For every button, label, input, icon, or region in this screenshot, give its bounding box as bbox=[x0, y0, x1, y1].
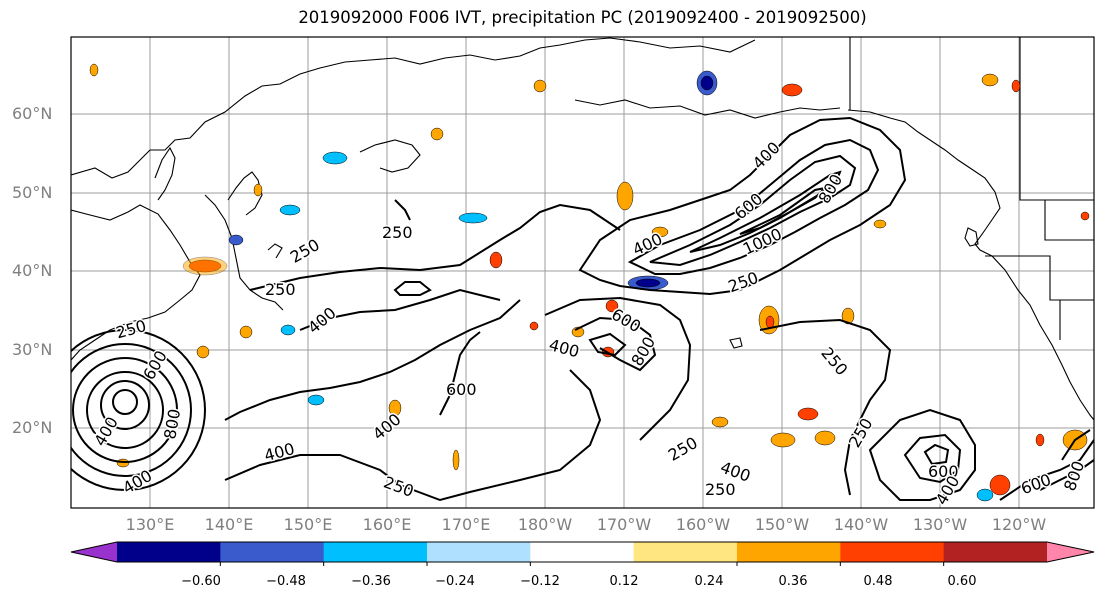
contour-label: 400 bbox=[262, 439, 296, 465]
contour-label: 250 bbox=[382, 223, 413, 242]
lat-label: 20°N bbox=[12, 418, 53, 437]
contour-label: 600 bbox=[1018, 470, 1053, 498]
contour-label: 250 bbox=[114, 316, 148, 342]
lat-label: 50°N bbox=[12, 183, 53, 202]
colorbar-segment bbox=[943, 542, 1048, 562]
colorbar-segment bbox=[840, 542, 945, 562]
colorbar-tick-label: 0.48 bbox=[863, 574, 893, 589]
colorbar-extend-min bbox=[71, 542, 117, 562]
lon-label: 130°W bbox=[912, 515, 968, 534]
lat-label: 60°N bbox=[12, 104, 53, 123]
contour-label: 1000 bbox=[740, 224, 785, 258]
colorbar bbox=[70, 541, 1095, 566]
contour-label: 250 bbox=[665, 433, 701, 465]
lon-label: 160°E bbox=[362, 515, 412, 534]
contour-label: 250 bbox=[381, 473, 416, 501]
colorbar-segment bbox=[323, 542, 428, 562]
contour-label: 400 bbox=[547, 335, 581, 361]
lon-label: 160°W bbox=[675, 515, 731, 534]
contour-label: 400 bbox=[369, 410, 405, 444]
contour-label: 400 bbox=[304, 303, 340, 337]
colorbar-tick-label: 0.12 bbox=[609, 574, 639, 589]
colorbar-segment bbox=[427, 542, 531, 562]
colorbar-tick-label: 0.60 bbox=[947, 574, 977, 589]
contour-label: 600 bbox=[446, 380, 477, 399]
contour-label: 800 bbox=[1060, 458, 1088, 493]
precip-patches bbox=[89, 63, 1090, 502]
lon-label: 140°E bbox=[204, 515, 254, 534]
ivt-contours bbox=[71, 116, 1094, 502]
colorbar-segment bbox=[633, 542, 738, 562]
contour-label: 400 bbox=[90, 413, 122, 449]
gridlines bbox=[71, 37, 1094, 508]
colorbar-segment bbox=[530, 542, 635, 562]
lon-label: 150°W bbox=[754, 515, 810, 534]
lon-label: 120°W bbox=[991, 515, 1047, 534]
colorbar-tick-label: 0.24 bbox=[694, 574, 724, 589]
lat-label: 30°N bbox=[12, 340, 53, 359]
lon-label: 180°W bbox=[517, 515, 573, 534]
lon-label: 130°E bbox=[125, 515, 175, 534]
lon-label: 170°E bbox=[441, 515, 491, 534]
coastlines bbox=[71, 37, 1094, 421]
contour-label: 600 bbox=[928, 462, 959, 481]
lon-label: 140°W bbox=[833, 515, 889, 534]
map-frame bbox=[70, 36, 1095, 509]
map-title: 2019092000 F006 IVT, precipitation PC (2… bbox=[298, 8, 867, 27]
lon-label: 150°E bbox=[283, 515, 333, 534]
contour-label: 250 bbox=[726, 268, 761, 296]
colorbar-extend-max bbox=[1047, 542, 1094, 562]
colorbar-tick-label: −0.12 bbox=[520, 574, 560, 589]
contour-label: 800 bbox=[815, 171, 847, 207]
colorbar-segment bbox=[737, 542, 841, 562]
colorbar-segment bbox=[220, 542, 325, 562]
colorbar-outline bbox=[70, 541, 1095, 563]
contour-label: 250 bbox=[265, 280, 296, 299]
lon-label: 170°W bbox=[596, 515, 652, 534]
colorbar-tick-label: −0.24 bbox=[435, 574, 475, 589]
colorbar-tick-label: −0.36 bbox=[351, 574, 391, 589]
colorbar-tick-label: −0.60 bbox=[181, 574, 221, 589]
lat-label: 40°N bbox=[12, 261, 53, 280]
colorbar-segment bbox=[117, 542, 221, 562]
colorbar-tick-label: −0.48 bbox=[266, 574, 306, 589]
contour-label: 250 bbox=[817, 343, 851, 379]
contour-label: 400 bbox=[749, 138, 784, 173]
contour-label: 250 bbox=[705, 480, 736, 499]
contour-label: 800 bbox=[160, 407, 184, 440]
colorbar-tick-label: 0.36 bbox=[778, 574, 808, 589]
contour-label: 250 bbox=[287, 235, 323, 267]
